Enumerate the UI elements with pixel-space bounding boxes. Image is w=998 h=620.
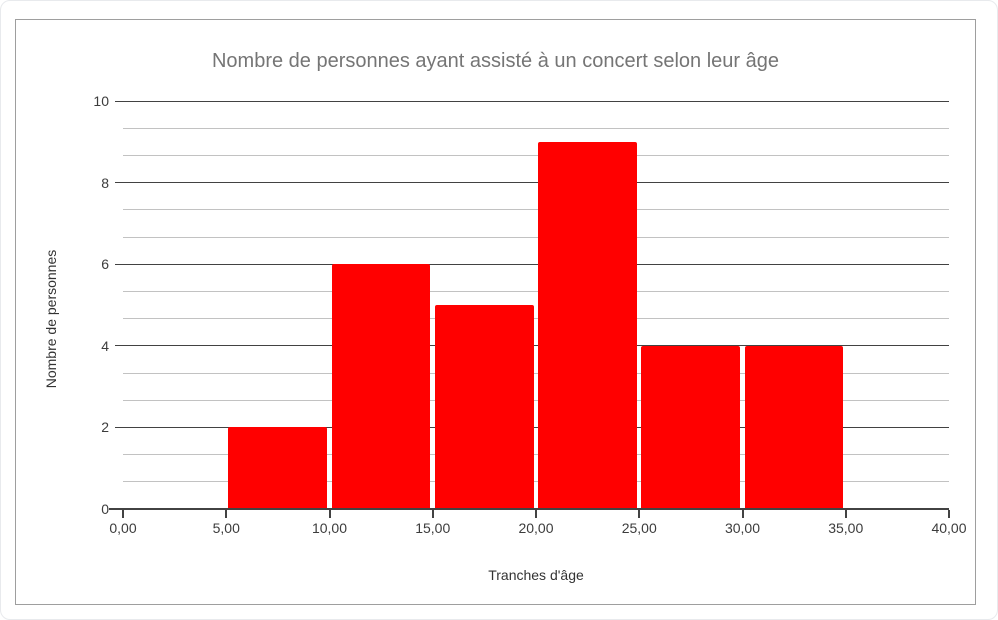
y-tick-label: 4 bbox=[101, 337, 109, 354]
y-tick-label: 10 bbox=[93, 93, 109, 109]
gridline-minor bbox=[123, 454, 949, 456]
x-tick bbox=[225, 510, 228, 518]
gridline-minor bbox=[123, 399, 949, 401]
gridline-minor bbox=[123, 236, 949, 238]
x-tick-label: 35,00 bbox=[828, 520, 864, 536]
y-axis-title: Nombre de personnes bbox=[43, 249, 59, 389]
gridline-major bbox=[115, 182, 949, 184]
x-tick bbox=[328, 510, 331, 518]
x-axis-line bbox=[109, 508, 949, 510]
x-tick-label: 10,00 bbox=[311, 520, 348, 536]
x-tick-label: 25,00 bbox=[621, 520, 657, 536]
y-tick-label: 2 bbox=[101, 419, 109, 436]
gridline-major bbox=[115, 263, 949, 265]
x-tick bbox=[844, 510, 847, 518]
gridline-minor bbox=[123, 154, 949, 156]
x-tick bbox=[431, 510, 434, 518]
x-tick bbox=[535, 510, 537, 518]
y-tick-label: 0 bbox=[101, 501, 109, 517]
x-tick bbox=[638, 510, 641, 518]
x-tick-label: 15,00 bbox=[415, 520, 451, 536]
x-tick bbox=[948, 510, 950, 518]
gridline-minor bbox=[123, 209, 949, 211]
x-tick-label: 30,00 bbox=[724, 520, 761, 536]
x-tick-label: 0,00 bbox=[109, 520, 137, 536]
gridline-minor bbox=[123, 481, 949, 483]
x-tick-label: 5,00 bbox=[212, 520, 240, 536]
histogram-bar bbox=[538, 141, 637, 509]
gridline-major bbox=[115, 100, 949, 102]
gridline-minor bbox=[123, 290, 949, 292]
gridline-minor bbox=[123, 127, 949, 129]
x-tick-label: 40,00 bbox=[931, 520, 967, 536]
histogram-bar bbox=[744, 345, 844, 509]
histogram-bar bbox=[434, 305, 534, 509]
plot-area: 0,00 5,00 10,00 15,00 20,00 25,00 30,00 35,00 40… bbox=[93, 93, 966, 536]
x-tick bbox=[122, 510, 124, 518]
x-axis-title: Tranches d'âge bbox=[488, 567, 584, 583]
gridline-minor bbox=[123, 372, 949, 374]
gridline-minor bbox=[123, 318, 949, 320]
x-tick-label: 20,00 bbox=[518, 520, 554, 536]
y-tick-label: 8 bbox=[101, 174, 109, 191]
histogram-bar bbox=[331, 264, 431, 509]
histogram-bar bbox=[641, 345, 740, 509]
chart-title: Nombre de personnes ayant assisté à un c… bbox=[211, 50, 779, 72]
histogram-bar bbox=[228, 427, 327, 509]
x-tick bbox=[741, 510, 744, 518]
y-tick-label: 6 bbox=[101, 256, 109, 273]
